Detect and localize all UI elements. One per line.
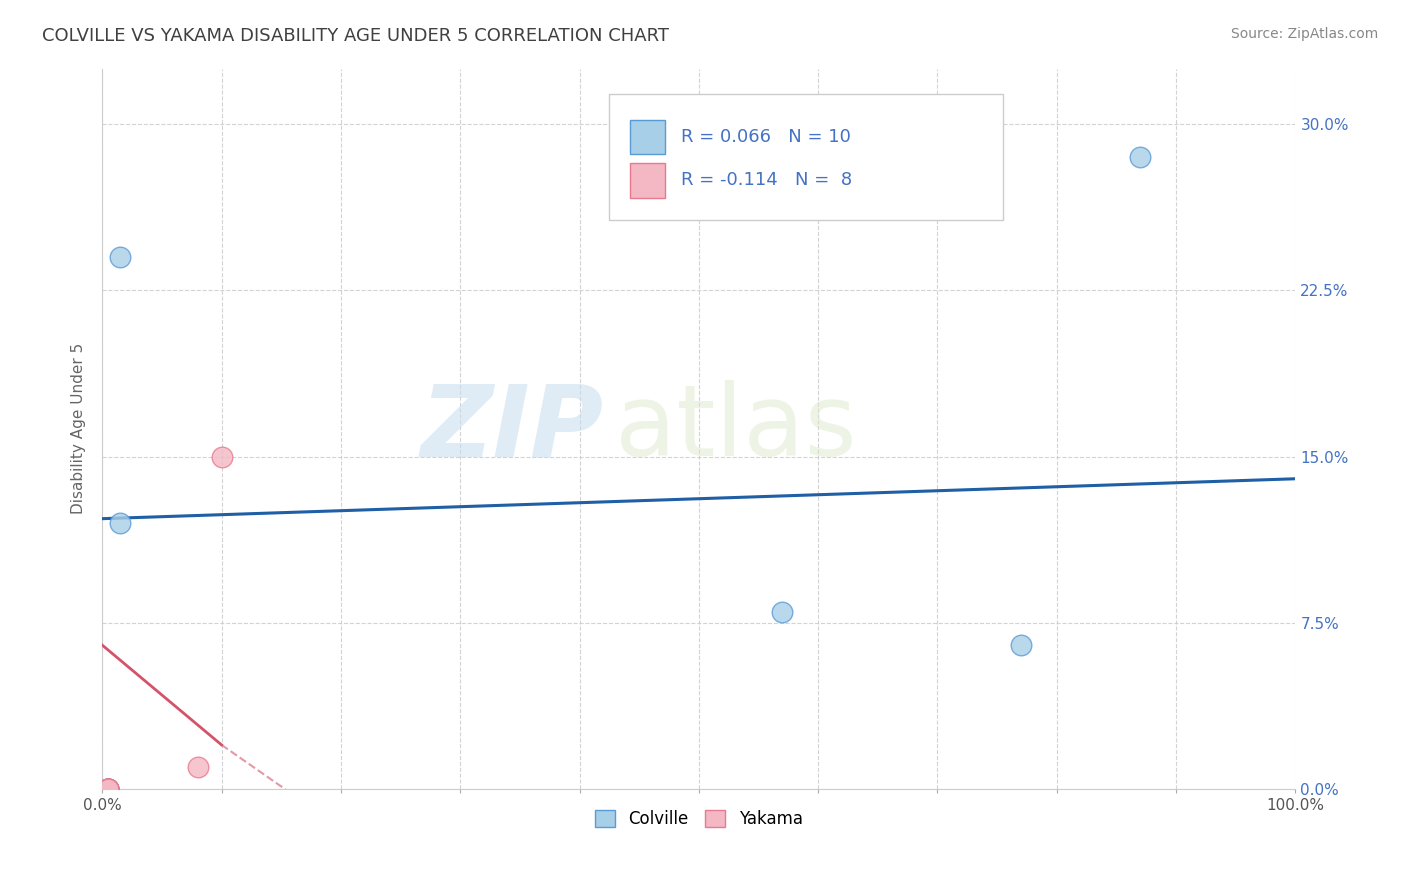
Point: [97, 782, 120, 797]
Point: [97, 782, 120, 797]
Point: [770, 605, 793, 619]
Point: [97, 782, 120, 797]
Point: [97, 782, 120, 797]
Point: [97, 782, 120, 797]
Point: [1010, 638, 1032, 652]
Point: [187, 760, 209, 774]
Point: [97, 782, 120, 797]
Text: ZIP: ZIP: [420, 380, 603, 477]
Point: [97, 782, 120, 797]
Point: [97, 782, 120, 797]
Text: COLVILLE VS YAKAMA DISABILITY AGE UNDER 5 CORRELATION CHART: COLVILLE VS YAKAMA DISABILITY AGE UNDER …: [42, 27, 669, 45]
Text: R = -0.114   N =  8: R = -0.114 N = 8: [681, 171, 852, 189]
FancyBboxPatch shape: [609, 94, 1002, 219]
Text: atlas: atlas: [616, 380, 856, 477]
Legend: Colville, Yakama: Colville, Yakama: [588, 804, 810, 835]
Point: [97, 782, 120, 797]
Point: [97, 782, 120, 797]
Bar: [630, 120, 665, 154]
Text: R = 0.066   N = 10: R = 0.066 N = 10: [681, 128, 851, 146]
Bar: [630, 163, 665, 197]
Y-axis label: Disability Age Under 5: Disability Age Under 5: [72, 343, 86, 515]
Point: [211, 450, 233, 464]
Point: [1129, 150, 1152, 164]
Text: Source: ZipAtlas.com: Source: ZipAtlas.com: [1230, 27, 1378, 41]
Point: [97, 782, 120, 797]
Point: [108, 516, 131, 530]
Point: [108, 250, 131, 264]
